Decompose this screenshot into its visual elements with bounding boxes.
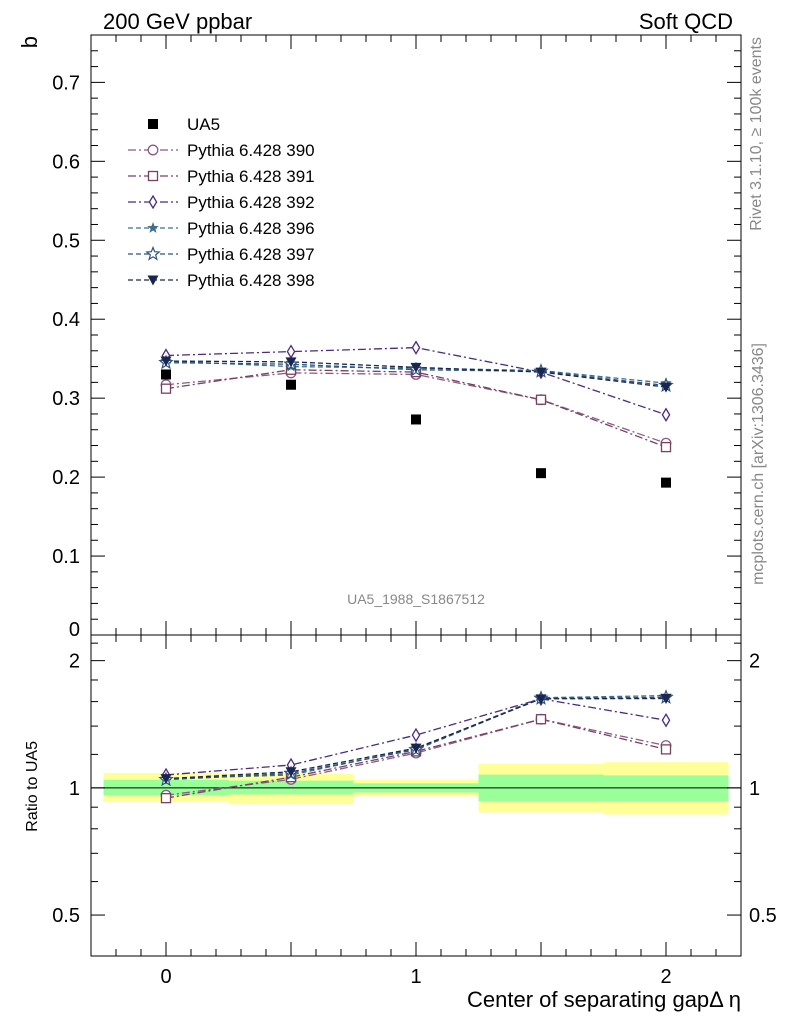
data-point xyxy=(161,369,171,380)
tick-labels: 0 1 2 0.1 0.2 0.3 0.4 0.5 0.6 0.7 0 0.5 0.5 1 1 2 2 xyxy=(52,72,777,988)
legend-marker xyxy=(147,275,159,286)
axis-ticks xyxy=(90,34,742,957)
series-point-6 xyxy=(160,356,172,367)
legend-marker xyxy=(148,119,158,129)
mcplots-label: mcplots.cern.ch [arXiv:1306.3436] xyxy=(750,343,767,585)
legend-entry: UA5 xyxy=(148,115,220,134)
legend-label: Pythia 6.428 392 xyxy=(187,193,315,212)
series-line-2 xyxy=(165,369,667,448)
rivet-label: Rivet 3.1.10, ≥ 100k events xyxy=(748,37,765,231)
legend-marker xyxy=(147,144,159,156)
analysis-id: UA5_1988_S1867512 xyxy=(347,591,485,607)
ratio-tick-label-right: 2 xyxy=(749,651,760,673)
data-point xyxy=(661,477,671,488)
legend-entry: Pythia 6.428 390 xyxy=(128,141,315,160)
ratio-point-6 xyxy=(410,743,422,754)
header-right: Soft QCD xyxy=(639,9,733,34)
legend-entry: Pythia 6.428 392 xyxy=(128,193,315,212)
series-point-6 xyxy=(660,382,672,393)
legend-label: Pythia 6.428 390 xyxy=(187,141,315,160)
legend-marker xyxy=(148,194,158,210)
legend-entry: Pythia 6.428 397 xyxy=(128,245,315,264)
series-line-1 xyxy=(165,372,667,444)
legend-label: Pythia 6.428 398 xyxy=(187,271,315,290)
series-point-2 xyxy=(660,441,672,453)
series-point-2 xyxy=(535,394,547,405)
x-tick-label: 2 xyxy=(660,966,671,988)
data-point xyxy=(411,414,421,425)
y-tick-label: 0.4 xyxy=(52,309,80,331)
legend: UA5 Pythia 6.428 390 Pythia 6.428 391 Pythi… xyxy=(128,115,315,290)
ratio-tick-label: 2 xyxy=(69,651,80,673)
legend-label: Pythia 6.428 391 xyxy=(187,167,315,186)
y-tick-label: 0.3 xyxy=(52,388,80,410)
legend-label: UA5 xyxy=(187,115,220,134)
legend-marker xyxy=(145,245,161,261)
ratio-band xyxy=(91,762,741,815)
series-point-6 xyxy=(410,362,422,373)
y-tick-label: 0.2 xyxy=(52,467,80,489)
legend-entry: Pythia 6.428 396 xyxy=(128,219,315,238)
legend-marker xyxy=(147,170,159,182)
series-point-6 xyxy=(285,357,297,368)
y-tick-label: 0.6 xyxy=(52,151,80,173)
ratio-tick-label-right: 0.5 xyxy=(749,905,777,927)
y-tick-label-zero: 0 xyxy=(69,619,80,641)
ratio-tick-label: 1 xyxy=(69,778,80,800)
ratio-point-3 xyxy=(411,727,421,743)
legend-marker xyxy=(147,222,159,233)
series-line-3 xyxy=(165,346,667,416)
legend-label: Pythia 6.428 396 xyxy=(187,219,315,238)
y-tick-label: 0.7 xyxy=(52,72,80,94)
y-tick-label: 0.5 xyxy=(52,230,80,252)
series-point-3 xyxy=(286,344,296,359)
ratio-line-3 xyxy=(165,698,667,776)
ratio-axis-label: Ratio to UA5 xyxy=(24,741,41,832)
ratio-point-6 xyxy=(660,694,672,705)
ratio-point-6 xyxy=(285,767,297,778)
legend-label: Pythia 6.428 397 xyxy=(187,245,315,264)
series-point-6 xyxy=(535,367,547,378)
ratio-point-6 xyxy=(160,774,172,785)
ratio-line-2 xyxy=(165,718,667,799)
x-axis-label: Center of separating gapΔ η xyxy=(467,987,741,1012)
ratio-tick-label-right: 1 xyxy=(749,778,760,800)
data-point xyxy=(536,468,546,479)
y-axis-label: b xyxy=(17,36,42,48)
y-tick-label: 0.1 xyxy=(52,546,80,568)
ratio-point-2 xyxy=(535,714,547,725)
series-point-3 xyxy=(411,340,421,355)
legend-entry: Pythia 6.428 391 xyxy=(128,167,315,186)
ratio-point-2 xyxy=(160,792,172,804)
data-point xyxy=(286,379,296,390)
header-left: 200 GeV ppbar xyxy=(103,9,252,34)
ratio-tick-label: 0.5 xyxy=(52,905,80,927)
legend-entry: Pythia 6.428 398 xyxy=(128,271,315,290)
series-point-2 xyxy=(160,383,172,394)
ratio-point-3 xyxy=(661,712,671,728)
main-series-layer xyxy=(158,340,674,488)
series-point-3 xyxy=(661,407,671,423)
ratio-point-2 xyxy=(660,744,672,755)
ratio-series-layer xyxy=(158,689,674,804)
x-tick-label: 1 xyxy=(410,966,421,988)
ratio-point-6 xyxy=(535,694,547,705)
x-tick-label: 0 xyxy=(160,966,171,988)
